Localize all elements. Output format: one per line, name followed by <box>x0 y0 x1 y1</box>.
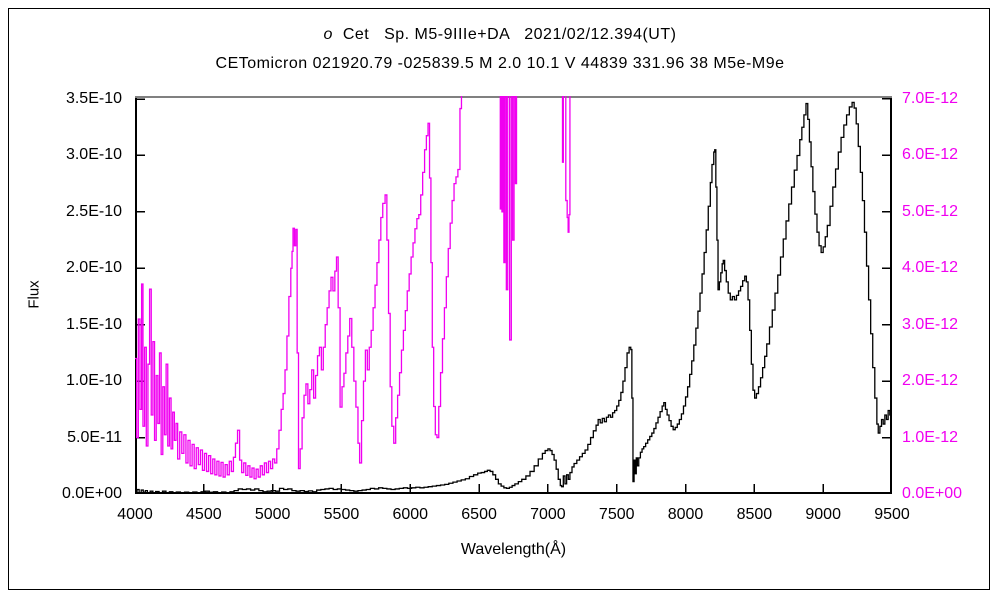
x-axis-tick-label: 5000 <box>254 506 291 523</box>
left-axis-title: Flux <box>25 280 43 309</box>
left-axis-tick-label: 3.5E-10 <box>65 90 122 108</box>
outer-border <box>8 8 990 590</box>
x-axis-tick-label: 4000 <box>117 506 153 523</box>
x-axis-tick-label: 6500 <box>461 506 497 523</box>
right-axis-tick-label: 1.0E-12 <box>902 428 959 446</box>
right-axis-tick-label: 5.0E-12 <box>902 202 959 220</box>
spectrum-red-optical-line <box>135 101 892 494</box>
chart-title: o Cet Sp. M5-9IIIe+DA 2021/02/12.394(UT) <box>0 26 1000 44</box>
plot-area <box>135 96 892 494</box>
right-axis-tick-label: 3.0E-12 <box>902 315 959 333</box>
right-axis-tick-label: 0.0E+00 <box>902 485 963 502</box>
right-axis-tick-label: 6.0E-12 <box>902 146 959 164</box>
right-axis-tick-label: 2.0E-12 <box>902 372 959 390</box>
right-axis-tick-label: 4.0E-12 <box>902 259 959 277</box>
spectrum-blue-scaled-line <box>135 96 571 480</box>
x-axis-tick-label: 8000 <box>667 506 704 523</box>
left-axis-tick-label: 1.5E-10 <box>65 315 122 333</box>
left-axis-tick-label: 2.0E-10 <box>65 259 122 277</box>
x-axis-tick-label: 7000 <box>530 506 566 523</box>
chart-title-text: Cet Sp. M5-9IIIe+DA 2021/02/12.394(UT) <box>332 26 677 43</box>
x-axis-tick-label: 7500 <box>598 506 635 523</box>
left-axis-tick-label: 5.0E-11 <box>67 428 122 446</box>
x-axis-tick-label: 4500 <box>186 506 222 523</box>
x-axis-tick-label: 8500 <box>736 506 773 523</box>
x-axis-tick-label: 9500 <box>874 506 910 523</box>
left-axis-tick-label: 1.0E-10 <box>65 372 122 390</box>
star-designation: o <box>323 26 333 43</box>
x-axis-tick-label: 5500 <box>323 506 360 523</box>
x-axis-tick-label: 6000 <box>392 506 429 523</box>
x-axis-tick-label: 9000 <box>805 506 841 523</box>
chart-subtitle: CETomicron 021920.79 -025839.5 M 2.0 10.… <box>215 55 785 72</box>
right-axis-tick-label: 7.0E-12 <box>902 89 959 107</box>
left-axis-tick-label: 2.5E-10 <box>65 202 122 220</box>
x-axis-title: Wavelength(Å) <box>460 541 567 558</box>
left-axis-tick-label: 3.0E-10 <box>65 146 122 164</box>
left-axis-tick-label: 0.0E+00 <box>61 485 122 502</box>
